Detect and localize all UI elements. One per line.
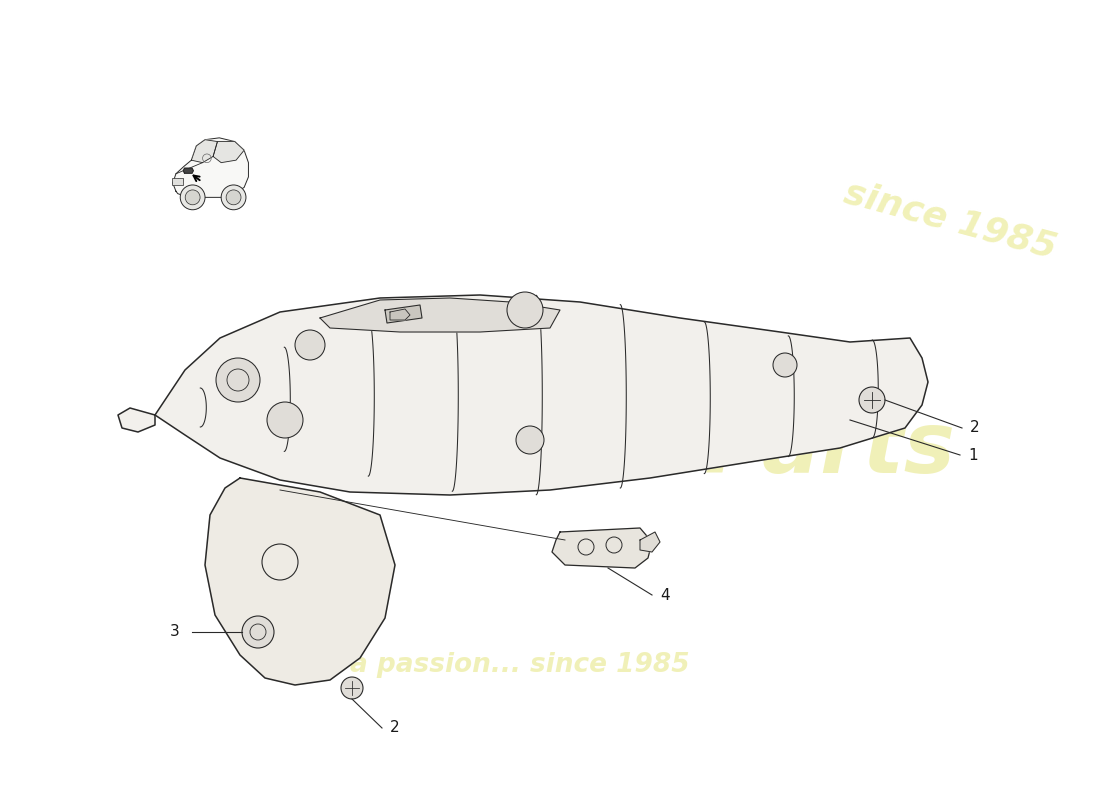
Circle shape	[242, 616, 274, 648]
Circle shape	[227, 190, 241, 205]
Circle shape	[516, 426, 544, 454]
Polygon shape	[155, 295, 928, 495]
Polygon shape	[320, 298, 560, 332]
Polygon shape	[390, 309, 410, 320]
Text: 2: 2	[390, 721, 399, 735]
Circle shape	[341, 677, 363, 699]
Polygon shape	[205, 478, 395, 685]
Polygon shape	[213, 142, 244, 162]
Circle shape	[185, 190, 200, 205]
Circle shape	[295, 330, 324, 360]
Text: euroParts: euroParts	[484, 409, 956, 491]
Polygon shape	[552, 528, 652, 568]
Circle shape	[859, 387, 886, 413]
Text: 3: 3	[170, 625, 180, 639]
Text: 4: 4	[660, 587, 670, 602]
Polygon shape	[184, 168, 194, 173]
Polygon shape	[191, 140, 218, 162]
Polygon shape	[640, 532, 660, 552]
Polygon shape	[173, 138, 249, 198]
Circle shape	[507, 292, 543, 328]
Polygon shape	[118, 408, 155, 432]
Circle shape	[773, 353, 798, 377]
Text: a passion... since 1985: a passion... since 1985	[350, 652, 690, 678]
Circle shape	[221, 185, 246, 210]
Bar	[172, 178, 183, 185]
Circle shape	[267, 402, 303, 438]
Text: 2: 2	[970, 421, 980, 435]
Circle shape	[216, 358, 260, 402]
Text: 1: 1	[968, 447, 978, 462]
Text: since 1985: since 1985	[840, 175, 1060, 265]
Circle shape	[180, 185, 205, 210]
Polygon shape	[385, 305, 422, 323]
